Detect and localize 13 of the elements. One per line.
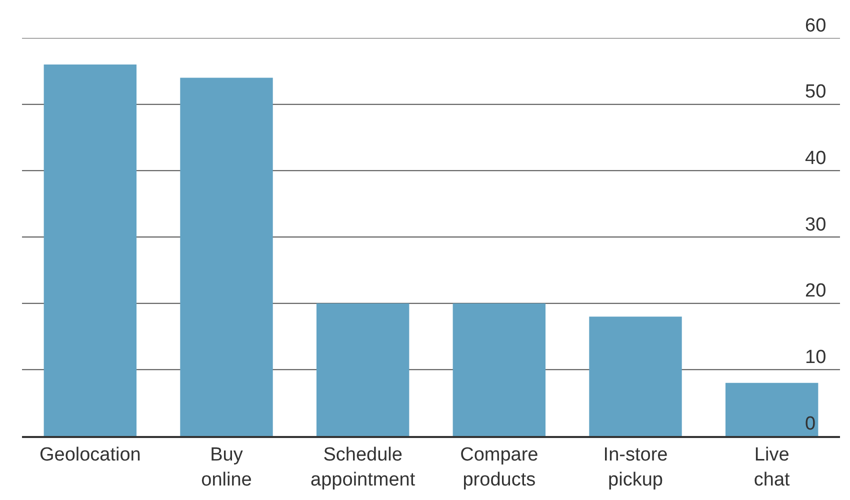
x-tick-label: In-store pickup [603, 444, 668, 490]
x-tick-label: Compare products [460, 444, 538, 490]
y-tick-label: 30 [805, 214, 826, 236]
y-tick-label: 20 [805, 280, 826, 302]
x-tick-label: Live chat [754, 444, 791, 490]
y-tick-label: 60 [805, 15, 826, 36]
y-tick-label: 50 [805, 82, 826, 103]
x-tick-label: Geolocation [39, 444, 141, 466]
y-tick-label: 10 [805, 347, 826, 368]
x-tick-label: Buy online [201, 444, 252, 490]
y-tick-label: 0 [805, 413, 816, 434]
x-tick-label: Schedule appointment [310, 444, 416, 490]
y-tick-label: 40 [805, 148, 826, 170]
